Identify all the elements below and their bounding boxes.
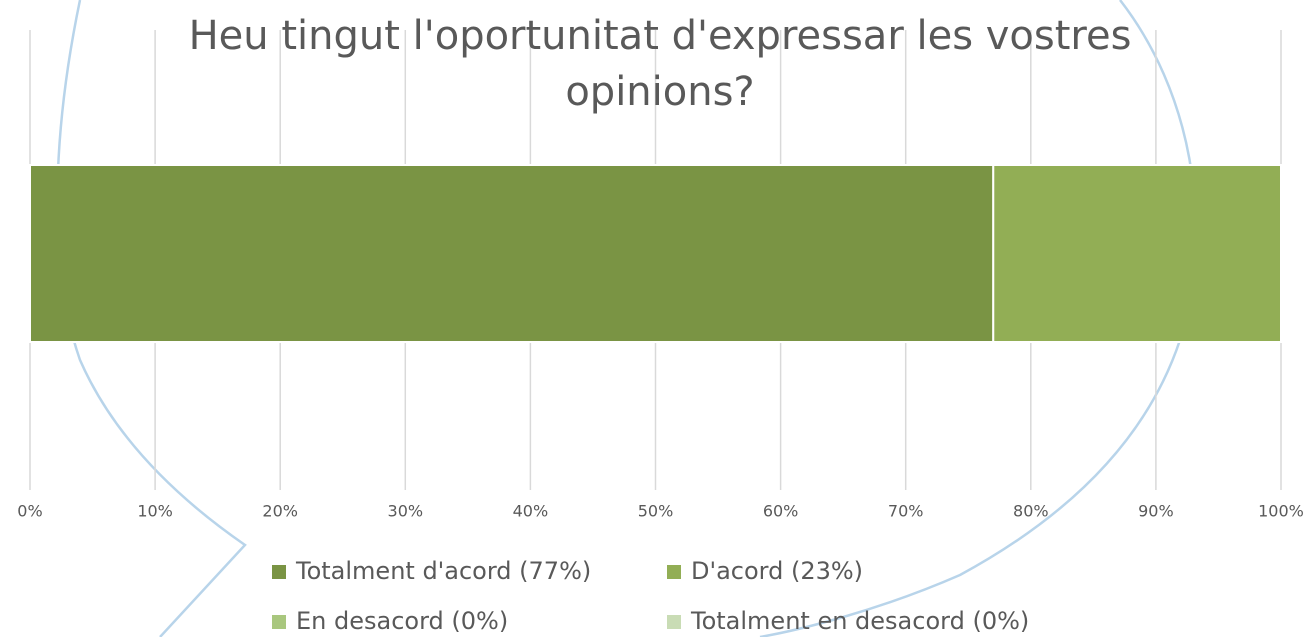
x-tick-label: 80%: [1013, 502, 1049, 521]
x-tick-label: 70%: [888, 502, 924, 521]
legend-swatch: [272, 615, 286, 629]
x-tick-label: 30%: [388, 502, 424, 521]
legend: Totalment d'acord (77%) D'acord (23%) En d…: [272, 557, 1029, 635]
decor-curve: [759, 0, 1197, 637]
legend-swatch: [272, 565, 286, 579]
bars: [29, 164, 1283, 343]
x-tick-label: 100%: [1258, 502, 1304, 521]
bar-segment: [992, 164, 1283, 343]
x-axis: 0% 10% 20% 30% 40% 50% 60% 70% 80% 90% 100%: [17, 502, 1304, 521]
x-tick-label: 0%: [17, 502, 42, 521]
bar-segment: [29, 164, 995, 343]
decor-curve: [56, 0, 247, 637]
x-tick-label: 90%: [1138, 502, 1174, 521]
legend-label: Totalment en desacord (0%): [690, 607, 1029, 635]
legend-swatch: [667, 615, 681, 629]
legend-label: En desacord (0%): [296, 607, 508, 635]
x-tick-label: 50%: [638, 502, 674, 521]
x-tick-label: 40%: [513, 502, 549, 521]
legend-label: Totalment d'acord (77%): [295, 557, 591, 585]
legend-label: D'acord (23%): [691, 557, 863, 585]
legend-swatch: [667, 565, 681, 579]
chart-title: Heu tingut l'oportunitat d'expressar les…: [188, 13, 1132, 115]
background-decoration: [56, 0, 1197, 637]
x-tick-label: 60%: [763, 502, 799, 521]
x-tick-label: 20%: [262, 502, 298, 521]
x-tick-label: 10%: [137, 502, 173, 521]
